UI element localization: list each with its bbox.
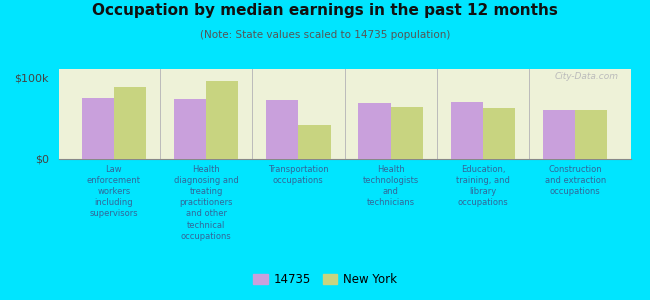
Bar bbox=[298, 124, 331, 159]
Bar bbox=[358, 103, 391, 159]
Legend: 14735, New York: 14735, New York bbox=[249, 269, 401, 291]
Text: Education,
training, and
library
occupations: Education, training, and library occupat… bbox=[456, 165, 510, 207]
Bar bbox=[206, 81, 239, 159]
Text: Occupation by median earnings in the past 12 months: Occupation by median earnings in the pas… bbox=[92, 3, 558, 18]
Bar bbox=[114, 87, 146, 159]
Bar bbox=[575, 110, 608, 159]
Text: Health
diagnosing and
treating
practitioners
and other
technical
occupations: Health diagnosing and treating practitio… bbox=[174, 165, 239, 241]
Bar bbox=[81, 98, 114, 159]
Bar bbox=[391, 107, 423, 159]
Bar bbox=[266, 100, 298, 159]
Text: Law
enforcement
workers
including
supervisors: Law enforcement workers including superv… bbox=[87, 165, 141, 218]
Bar bbox=[543, 110, 575, 159]
Text: Construction
and extraction
occupations: Construction and extraction occupations bbox=[545, 165, 606, 196]
Text: City-Data.com: City-Data.com bbox=[555, 72, 619, 81]
Text: Health
technologists
and
technicians: Health technologists and technicians bbox=[363, 165, 419, 207]
Bar bbox=[174, 99, 206, 159]
Bar bbox=[450, 102, 483, 159]
Text: Transportation
occupations: Transportation occupations bbox=[268, 165, 329, 185]
Bar bbox=[483, 108, 515, 159]
Text: (Note: State values scaled to 14735 population): (Note: State values scaled to 14735 popu… bbox=[200, 30, 450, 40]
